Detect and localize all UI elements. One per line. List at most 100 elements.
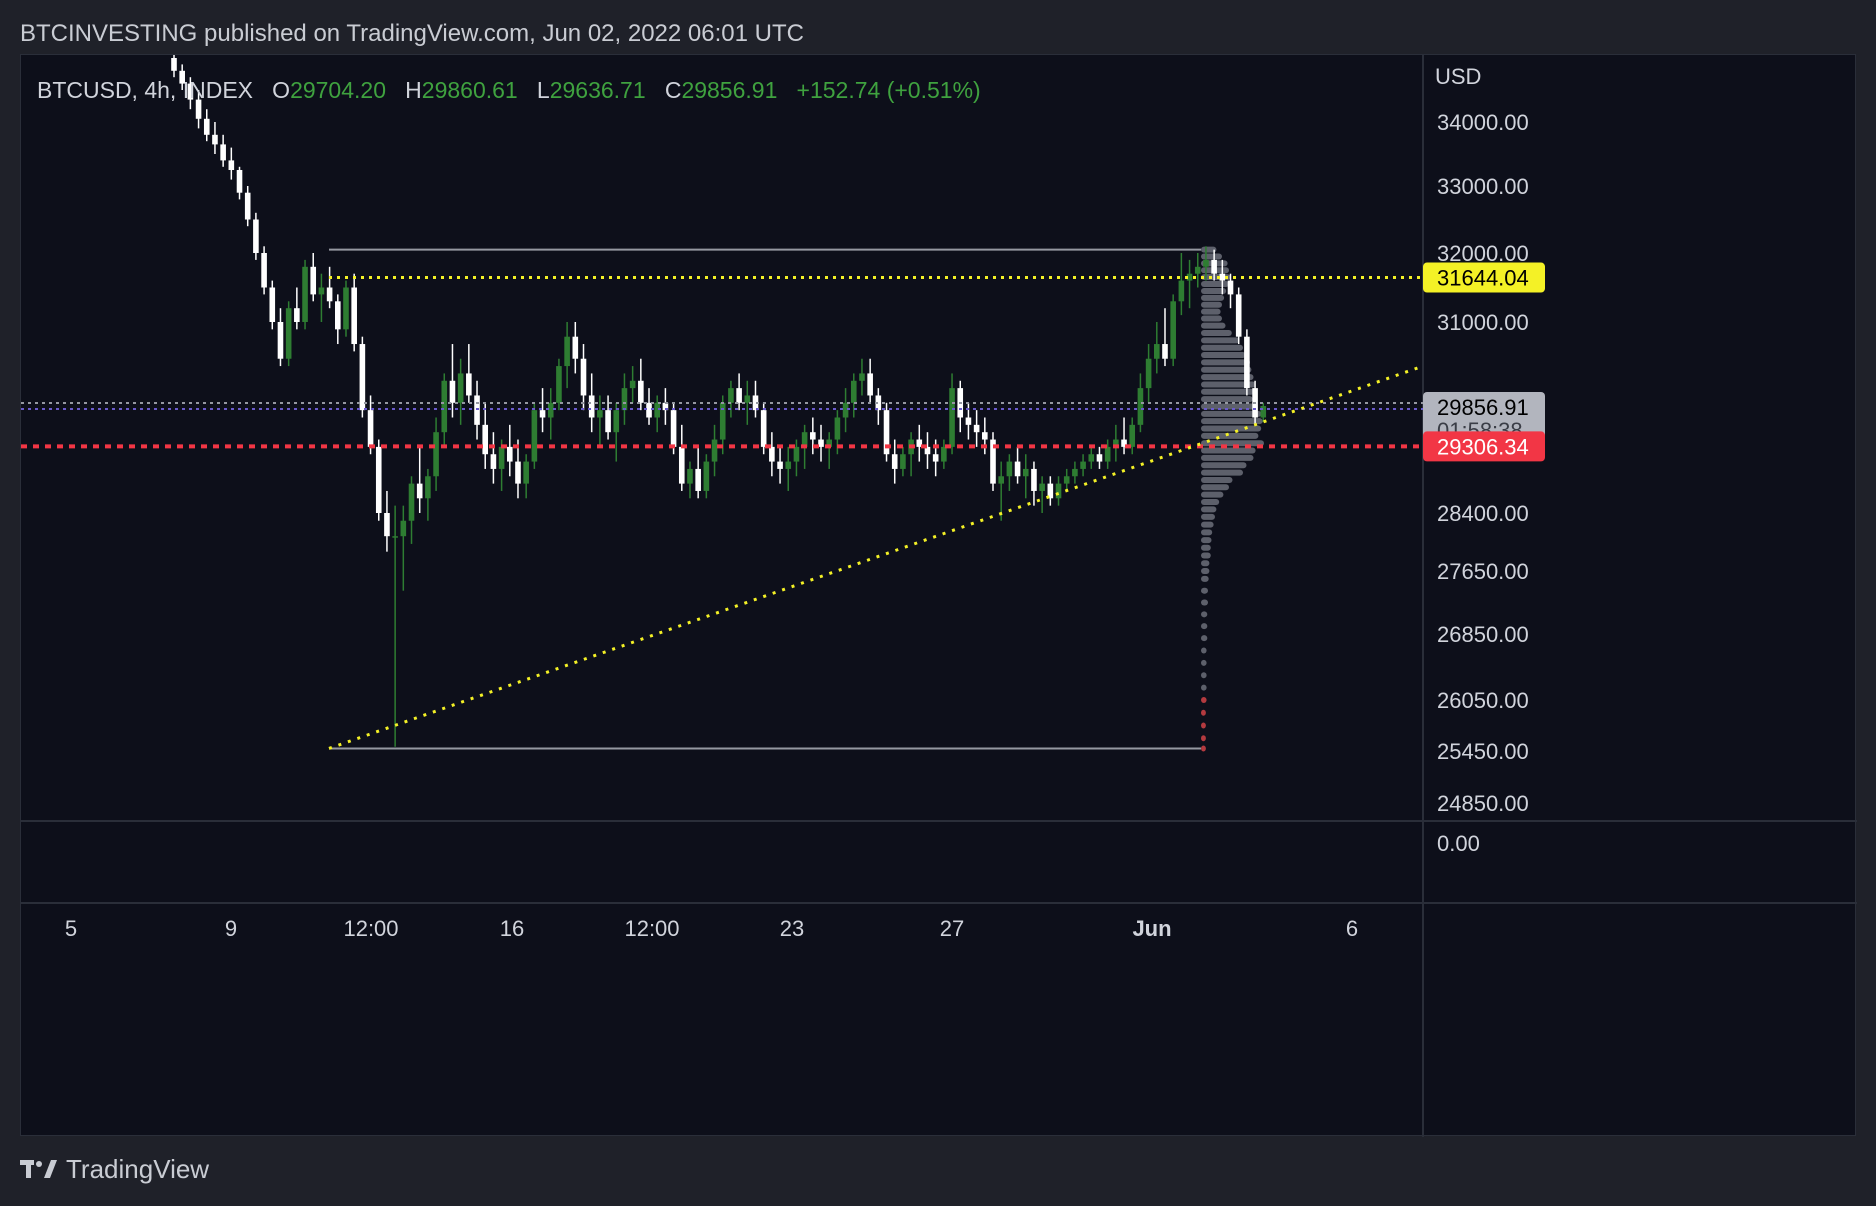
candle-body [1006, 461, 1013, 477]
candle-body [1031, 468, 1037, 491]
volume-profile-bar [1201, 513, 1215, 520]
candle-body [834, 417, 841, 440]
candle-body [801, 432, 808, 447]
volume-profile-bar [1201, 506, 1217, 513]
time-tick-label: 27 [940, 916, 964, 941]
candle-body [466, 373, 472, 396]
candle-body [982, 432, 988, 440]
candle-body [1121, 439, 1127, 447]
candle-body [187, 83, 194, 100]
volume-profile-bar [1201, 498, 1220, 505]
candle-body [269, 287, 276, 322]
volume-profile-bar [1201, 647, 1207, 654]
candle-body [638, 380, 644, 403]
support-price-badge-bg [1423, 431, 1545, 462]
time-axis[interactable]: 5 9 12:00 16 12:00 23 27 Jun 6 [65, 916, 1358, 941]
volume-profile-bar [1201, 410, 1262, 417]
candle-body [875, 395, 882, 411]
chart-frame[interactable]: USD 34000.00 33000.00 32000.00 31000.00 28400… [20, 54, 1857, 1137]
low-label: L [536, 77, 550, 103]
candle-body [179, 70, 185, 84]
volume-profile-bar [1201, 337, 1240, 344]
candle-body [1047, 483, 1054, 499]
candle-body [973, 424, 980, 433]
time-tick-label: 12:00 [624, 916, 679, 941]
candle-body [375, 446, 382, 513]
symbol-label[interactable]: BTCUSD, 4h, INDEX [37, 77, 253, 103]
candle-body [826, 439, 832, 447]
candle-body [613, 410, 620, 433]
volume-profile-bar [1201, 246, 1217, 253]
candle-body [294, 308, 300, 322]
volume-profile-bar [1201, 352, 1246, 359]
candle-body [580, 358, 587, 396]
volume-profile-bar [1201, 287, 1227, 294]
candle-body [924, 446, 931, 455]
time-tick-label: Jun [1132, 916, 1171, 941]
volume-profile-bar [1201, 418, 1263, 425]
candle-body [1088, 454, 1095, 462]
volume-profile-bar [1201, 521, 1214, 528]
volume-profile-bar [1201, 560, 1210, 567]
volume-profile-bar [1201, 672, 1207, 679]
published-header: BTCINVESTING published on TradingView.co… [20, 20, 804, 47]
candle-body [588, 395, 595, 418]
volume-profile-bar [1201, 529, 1213, 536]
candle-body [1096, 454, 1103, 462]
price-chart[interactable]: USD 34000.00 33000.00 32000.00 31000.00 28400… [21, 55, 1857, 1137]
candle-body [1055, 483, 1062, 499]
ascending-trendline [328, 364, 1424, 750]
candle-body [965, 417, 972, 425]
time-tick-label: 12:00 [343, 916, 398, 941]
candle-body [449, 380, 456, 403]
time-tick-label: 16 [500, 916, 524, 941]
candle-body [621, 388, 628, 411]
candle-body [1260, 406, 1267, 418]
volume-profile-bar [1201, 568, 1210, 574]
candle-body [302, 266, 308, 322]
candle-body [867, 373, 873, 396]
candle-body [490, 454, 497, 469]
volume-profile-bar [1201, 447, 1256, 454]
volume-profile-bar [1201, 544, 1211, 551]
candle-body [990, 439, 996, 484]
volume-profile-bar [1201, 722, 1206, 729]
candle-body [203, 118, 210, 135]
resistance-price-badge: 31644.04 [1437, 266, 1529, 291]
volume-profile-bar [1201, 659, 1207, 666]
candle-body [760, 410, 767, 447]
change-value: +152.74 (+0.51%) [796, 77, 981, 103]
price-axis[interactable]: USD 34000.00 33000.00 32000.00 31000.00 28400… [1423, 64, 1545, 856]
volume-profile-bar [1201, 587, 1208, 594]
candle-body [998, 476, 1004, 484]
volume-profile-bar [1201, 301, 1222, 308]
open-value: 29704.20 [290, 77, 386, 103]
candle-body [1178, 280, 1185, 302]
candle-body [228, 160, 235, 170]
candle-body [416, 483, 423, 499]
candle-body [1170, 301, 1176, 359]
candle-body [515, 461, 521, 484]
volume-profile-bar [1201, 709, 1206, 716]
volume-profile-bar [1201, 684, 1207, 691]
price-tick-label: 31000.00 [1437, 310, 1529, 335]
volume-profile-bar [1201, 484, 1229, 491]
candle-body [384, 513, 390, 537]
volume-profile-bar [1201, 425, 1262, 432]
candle-body [728, 388, 734, 403]
candle-body [1129, 424, 1136, 447]
candle-body [891, 454, 898, 469]
candle-body [547, 402, 554, 418]
candle-body [1063, 476, 1070, 484]
candle-body [171, 58, 177, 71]
candle-body [916, 439, 923, 447]
candle-body [1219, 273, 1226, 281]
candle-body [326, 287, 333, 302]
volume-profile-bar [1201, 552, 1211, 559]
candle-body [629, 380, 636, 389]
candle-body [433, 432, 439, 477]
price-tick-label: 32000.00 [1437, 241, 1529, 266]
candle-body [285, 308, 292, 359]
candle-body [883, 410, 890, 455]
price-tick-label: 24850.00 [1437, 791, 1529, 816]
